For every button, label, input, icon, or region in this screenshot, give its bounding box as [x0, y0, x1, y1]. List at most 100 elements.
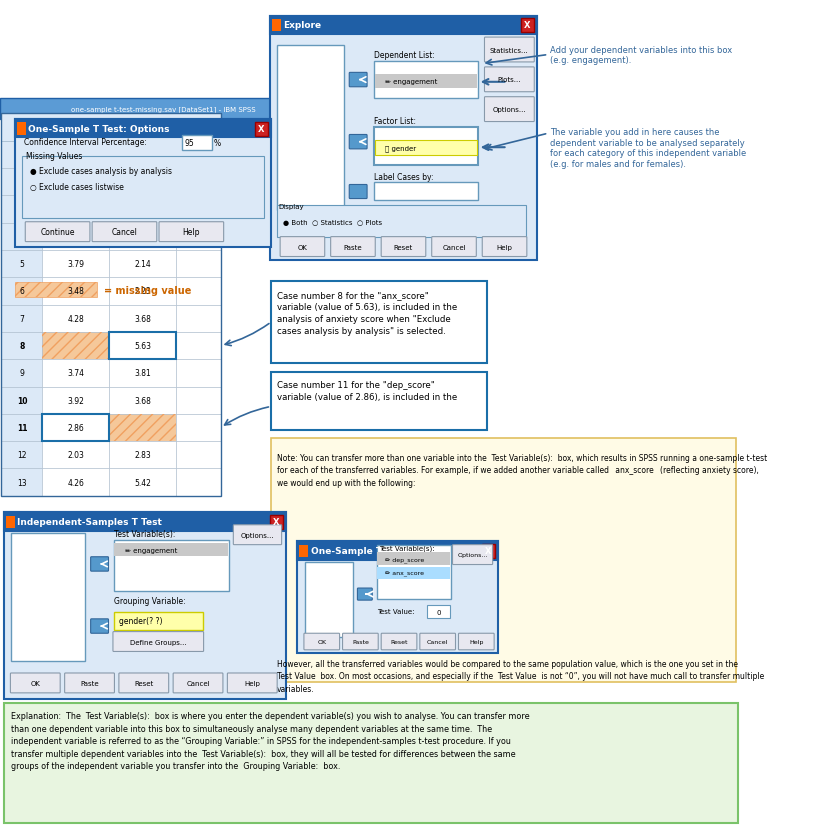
- FancyBboxPatch shape: [176, 332, 221, 360]
- FancyBboxPatch shape: [349, 74, 367, 88]
- FancyBboxPatch shape: [349, 185, 367, 199]
- FancyBboxPatch shape: [2, 414, 42, 442]
- Text: Independent-Samples T Test: Independent-Samples T Test: [17, 518, 162, 526]
- FancyBboxPatch shape: [482, 237, 527, 257]
- Text: 2.83: 2.83: [134, 451, 151, 460]
- FancyBboxPatch shape: [110, 278, 176, 305]
- FancyBboxPatch shape: [65, 673, 115, 693]
- FancyBboxPatch shape: [427, 605, 450, 619]
- FancyBboxPatch shape: [176, 141, 221, 169]
- Text: Cancel: Cancel: [427, 639, 448, 644]
- FancyBboxPatch shape: [272, 20, 281, 32]
- FancyBboxPatch shape: [6, 516, 15, 528]
- FancyBboxPatch shape: [15, 120, 271, 138]
- FancyBboxPatch shape: [271, 372, 486, 430]
- Text: Help: Help: [183, 228, 200, 237]
- FancyBboxPatch shape: [2, 141, 42, 169]
- Text: 3.74: 3.74: [67, 369, 85, 378]
- Text: 3.08: 3.08: [134, 151, 151, 160]
- Text: 1: 1: [20, 151, 24, 160]
- Text: OK: OK: [317, 639, 326, 644]
- Text: Explore: Explore: [283, 22, 321, 30]
- Text: ○ Exclude cases listwise: ○ Exclude cases listwise: [30, 184, 124, 192]
- FancyBboxPatch shape: [305, 562, 353, 637]
- FancyBboxPatch shape: [176, 278, 221, 305]
- Text: 2: 2: [20, 178, 24, 187]
- FancyBboxPatch shape: [42, 251, 110, 278]
- FancyBboxPatch shape: [255, 122, 268, 136]
- FancyBboxPatch shape: [110, 469, 176, 496]
- Text: 3.48: 3.48: [67, 287, 84, 296]
- Text: Reset: Reset: [134, 680, 154, 686]
- FancyBboxPatch shape: [374, 74, 477, 89]
- FancyBboxPatch shape: [0, 99, 327, 120]
- FancyBboxPatch shape: [458, 633, 494, 650]
- Text: X: X: [258, 125, 265, 133]
- Text: 95: 95: [184, 139, 194, 147]
- FancyBboxPatch shape: [374, 183, 478, 201]
- Text: Options...: Options...: [457, 552, 488, 557]
- Text: Help: Help: [496, 244, 512, 251]
- Text: Case number 11 for the "dep_score"
variable (value of 2.86), is included in the: Case number 11 for the "dep_score" varia…: [277, 380, 457, 401]
- Text: Add your dependent variables into this box
(e.g. engagement).: Add your dependent variables into this b…: [549, 45, 732, 65]
- Text: ✏ dep_score: ✏ dep_score: [385, 557, 424, 562]
- FancyBboxPatch shape: [110, 332, 176, 360]
- FancyBboxPatch shape: [481, 544, 495, 558]
- FancyBboxPatch shape: [374, 128, 478, 165]
- FancyBboxPatch shape: [176, 196, 221, 223]
- FancyBboxPatch shape: [110, 169, 176, 196]
- FancyBboxPatch shape: [378, 552, 451, 565]
- FancyBboxPatch shape: [381, 237, 426, 257]
- FancyBboxPatch shape: [42, 305, 110, 332]
- FancyBboxPatch shape: [115, 543, 228, 557]
- FancyBboxPatch shape: [110, 251, 176, 278]
- Text: Reset: Reset: [394, 244, 413, 251]
- Text: 3.96: 3.96: [134, 178, 151, 187]
- FancyBboxPatch shape: [42, 223, 110, 251]
- FancyBboxPatch shape: [176, 169, 221, 196]
- Text: 3: 3: [19, 205, 24, 214]
- Text: Paste: Paste: [344, 244, 362, 251]
- Text: Test Variable(s):: Test Variable(s):: [114, 530, 175, 538]
- FancyBboxPatch shape: [2, 469, 42, 496]
- Text: Paste: Paste: [81, 680, 99, 686]
- FancyBboxPatch shape: [90, 557, 109, 571]
- FancyBboxPatch shape: [270, 515, 283, 529]
- FancyBboxPatch shape: [182, 136, 212, 151]
- FancyBboxPatch shape: [2, 360, 42, 387]
- FancyBboxPatch shape: [271, 438, 735, 682]
- Text: Cancel: Cancel: [186, 680, 210, 686]
- FancyBboxPatch shape: [2, 196, 42, 223]
- Text: Display: Display: [279, 203, 305, 209]
- FancyBboxPatch shape: [2, 305, 42, 332]
- Text: 2.86: 2.86: [67, 423, 84, 433]
- Text: Help: Help: [469, 639, 484, 644]
- FancyBboxPatch shape: [358, 588, 373, 600]
- FancyBboxPatch shape: [343, 633, 378, 650]
- Text: ✏ anx_score: ✏ anx_score: [385, 571, 424, 576]
- Text: 6: 6: [19, 287, 24, 296]
- FancyBboxPatch shape: [2, 223, 42, 251]
- Text: 3.68: 3.68: [134, 314, 151, 323]
- FancyBboxPatch shape: [432, 237, 476, 257]
- Text: 8: 8: [19, 342, 25, 351]
- Text: 4.28: 4.28: [67, 314, 84, 323]
- Text: ● Exclude cases analysis by analysis: ● Exclude cases analysis by analysis: [30, 167, 172, 175]
- Text: 12: 12: [17, 451, 27, 460]
- FancyBboxPatch shape: [377, 546, 451, 600]
- FancyBboxPatch shape: [304, 633, 339, 650]
- FancyBboxPatch shape: [119, 673, 168, 693]
- Text: Note: You can transfer more than one variable into the  Test Variable(s):  box, : Note: You can transfer more than one var…: [277, 453, 768, 487]
- FancyBboxPatch shape: [270, 17, 537, 35]
- Text: 13: 13: [17, 478, 27, 487]
- FancyBboxPatch shape: [485, 68, 535, 93]
- Text: X: X: [525, 22, 531, 30]
- FancyBboxPatch shape: [2, 278, 42, 305]
- FancyBboxPatch shape: [378, 567, 451, 580]
- FancyBboxPatch shape: [300, 545, 309, 557]
- Text: 0: 0: [436, 609, 441, 615]
- Text: Dependent List:: Dependent List:: [374, 51, 435, 60]
- FancyBboxPatch shape: [2, 114, 221, 141]
- FancyBboxPatch shape: [277, 206, 526, 237]
- FancyBboxPatch shape: [173, 673, 223, 693]
